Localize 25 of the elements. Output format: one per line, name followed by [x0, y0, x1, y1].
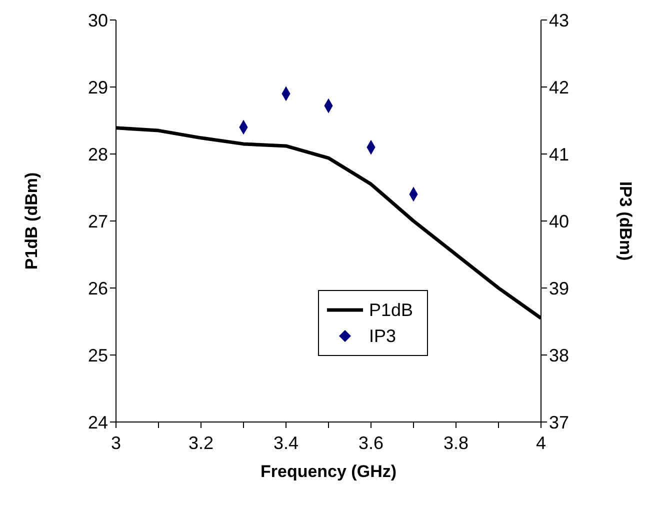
y2-tick-label: 40	[549, 211, 570, 232]
x-tick-label: 3.8	[443, 432, 469, 453]
y-tick-label: 25	[88, 345, 108, 366]
y2-axis-title: IP3 (dBm)	[616, 181, 635, 261]
legend-label: P1dB	[369, 300, 414, 320]
y2-tick-label: 41	[549, 144, 570, 164]
y-tick-label: 30	[88, 10, 108, 30]
y-tick-label: 28	[88, 144, 108, 164]
y-tick-label: 24	[88, 412, 108, 432]
y2-tick-label: 43	[549, 10, 570, 30]
y2-tick-label: 37	[549, 412, 570, 432]
y-axis-title: P1dB (dBm)	[22, 172, 42, 270]
y2-tick-label: 39	[549, 278, 570, 298]
x-axis-title: Frequency (GHz)	[260, 462, 397, 481]
x-tick-label: 3.2	[188, 432, 214, 453]
y-tick-label: 26	[88, 278, 108, 298]
x-tick-label: 3	[110, 432, 122, 453]
y2-tick-label: 38	[549, 345, 570, 366]
y-tick-label: 29	[88, 77, 108, 98]
x-tick-label: 3.4	[273, 432, 299, 453]
y2-tick-label: 42	[549, 77, 570, 98]
x-tick-label: 3.6	[358, 432, 384, 453]
y-tick-label: 27	[88, 211, 108, 232]
legend-label: IP3	[369, 326, 396, 346]
x-tick-label: 4	[536, 432, 546, 453]
